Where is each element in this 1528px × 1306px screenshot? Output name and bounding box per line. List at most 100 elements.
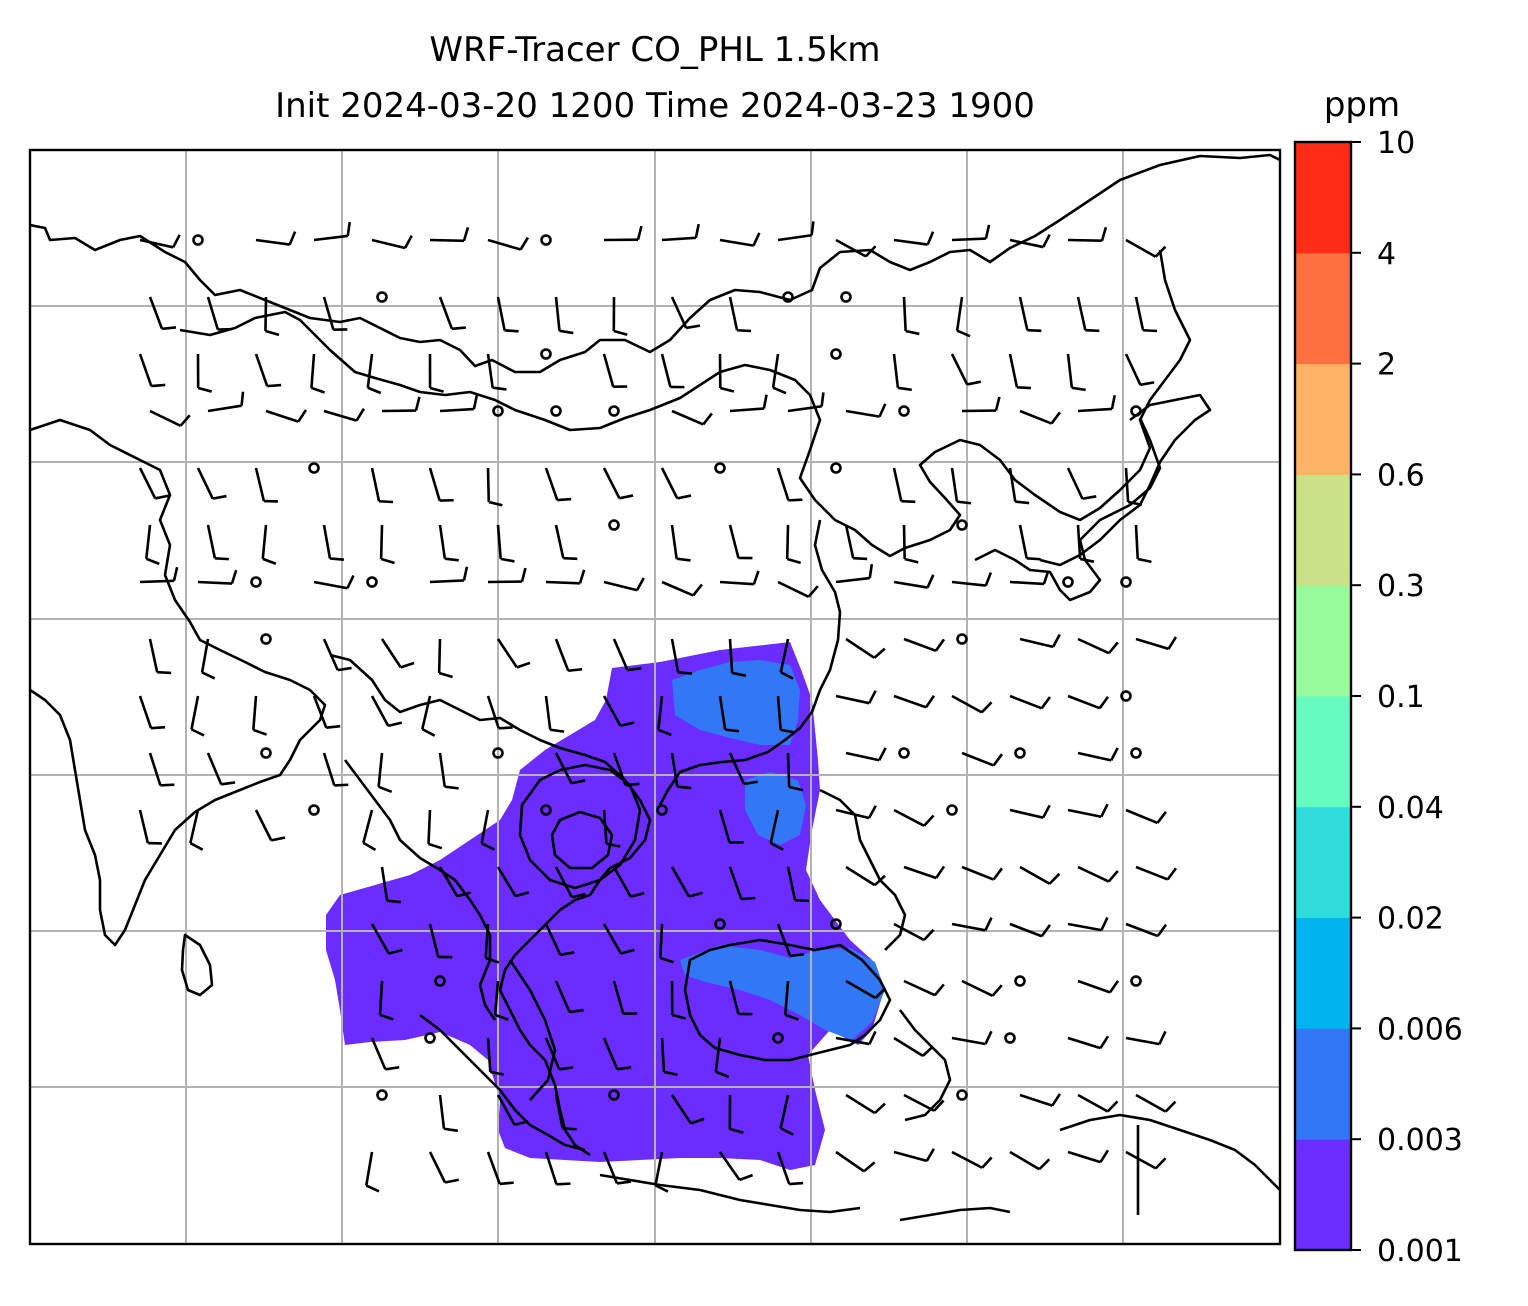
wind-barb: [148, 752, 175, 787]
wind-barb: [378, 980, 394, 1021]
wind-barb: [835, 1030, 877, 1046]
wind-barb: [950, 353, 982, 386]
wind-barb: [835, 805, 877, 820]
plume-contour-1: [518, 763, 642, 890]
wind-barb: [1018, 524, 1041, 561]
wind-barb: [845, 403, 887, 418]
wind-barb: [428, 923, 453, 959]
tracer-plume: [326, 642, 885, 1170]
wind-barb: [1125, 1150, 1167, 1170]
wind-barb: [903, 1093, 945, 1112]
plume-mid-concentration: [672, 660, 800, 745]
colorbar-tick-label: 10: [1377, 126, 1415, 161]
wind-barb: [496, 296, 519, 333]
calm-wind-marker: [1014, 747, 1026, 759]
colorbar-segment: [1295, 252, 1351, 365]
wind-barb: [718, 353, 735, 393]
wind-barb: [718, 695, 740, 733]
wind-barb: [486, 353, 507, 391]
map-title-line2: Init 2024-03-20 1200 Time 2024-03-23 190…: [275, 86, 1035, 126]
wind-barb: [545, 569, 586, 585]
wind-barb: [544, 1037, 574, 1071]
colorbar: 0.001 0.003 0.006 0.02 0.04 0.1 0.3 0.6 2 4 10: [1293, 126, 1463, 1269]
wind-barb: [487, 236, 530, 251]
colorbar-tick-label: 0.006: [1377, 1012, 1463, 1047]
wind-barb: [1125, 1030, 1167, 1046]
wind-barb: [1077, 865, 1119, 883]
wind-barb: [428, 353, 444, 393]
calm-wind-marker: [308, 804, 320, 816]
calm-wind-marker: [540, 804, 552, 816]
wind-barb: [950, 467, 972, 505]
wind-barb: [1134, 524, 1152, 564]
wind-barb: [496, 1094, 529, 1126]
wind-barb: [1009, 804, 1051, 819]
coastline-srilanka: [180, 933, 214, 997]
wind-barb: [602, 467, 634, 500]
wind-barb: [951, 1030, 993, 1046]
wind-barb: [322, 524, 345, 561]
wind-barb: [777, 221, 815, 242]
wind-barb: [787, 392, 825, 413]
wind-barb: [487, 567, 527, 584]
wind-barb: [659, 923, 675, 964]
calm-wind-marker: [1130, 975, 1142, 987]
wind-barb: [903, 979, 945, 997]
wind-barb: [438, 752, 459, 790]
wind-barb: [438, 866, 472, 898]
wind-barb: [1077, 747, 1119, 762]
wind-barb: [951, 917, 993, 932]
wind-barb: [254, 809, 286, 842]
calm-wind-marker: [1130, 405, 1142, 417]
calm-wind-marker: [608, 519, 620, 531]
wind-barb: [264, 296, 280, 337]
wind-barb: [1067, 803, 1109, 819]
wind-barb: [370, 1037, 400, 1071]
wind-barb: [1125, 238, 1167, 258]
coastline-india: [30, 418, 327, 947]
wind-barb: [656, 695, 672, 737]
wind-barb: [719, 570, 760, 586]
wind-barb: [428, 467, 454, 502]
wind-barb: [892, 467, 916, 504]
wind-barb: [1009, 570, 1050, 586]
wind-barb: [776, 467, 803, 502]
wind-barb: [149, 409, 191, 427]
calm-wind-marker: [366, 576, 378, 588]
wind-barb: [554, 524, 578, 561]
wind-barb: [670, 524, 691, 562]
wind-barb: [370, 467, 394, 504]
wind-barb: [196, 353, 213, 393]
wind-barb: [138, 695, 166, 730]
map-frame: [28, 148, 1282, 1246]
colorbar-tick-label: 0.001: [1377, 1234, 1463, 1269]
coastline-korea: [974, 417, 1162, 602]
wind-barb: [718, 809, 744, 844]
wind-barb: [1009, 1150, 1051, 1171]
wind-barb: [893, 231, 935, 246]
wind-barb: [835, 564, 874, 584]
wind-barb: [903, 865, 946, 880]
wind-barb: [1077, 637, 1119, 655]
wind-barb: [603, 225, 643, 242]
wind-barb: [496, 866, 530, 898]
wind-barb: [660, 467, 692, 500]
colorbar-tick-label: 0.1: [1377, 680, 1425, 715]
wind-barb: [138, 467, 170, 500]
wind-barb: [1019, 409, 1062, 425]
colorbar-segment: [1295, 474, 1351, 586]
wind-barb: [612, 752, 640, 787]
wind-barbs: [138, 221, 1178, 1193]
wind-barb: [612, 296, 628, 336]
wind-barb: [365, 1151, 380, 1193]
wind-barb: [493, 980, 509, 1021]
wind-barb: [486, 1037, 505, 1076]
calm-wind-marker: [956, 633, 968, 645]
calm-wind-marker: [608, 405, 620, 417]
calm-wind-marker: [956, 519, 968, 531]
wind-barb: [379, 524, 395, 565]
coastline-north: [30, 153, 1280, 374]
wind-barb: [951, 224, 991, 242]
wind-barb: [1067, 1035, 1110, 1050]
wind-barb: [961, 865, 1004, 881]
